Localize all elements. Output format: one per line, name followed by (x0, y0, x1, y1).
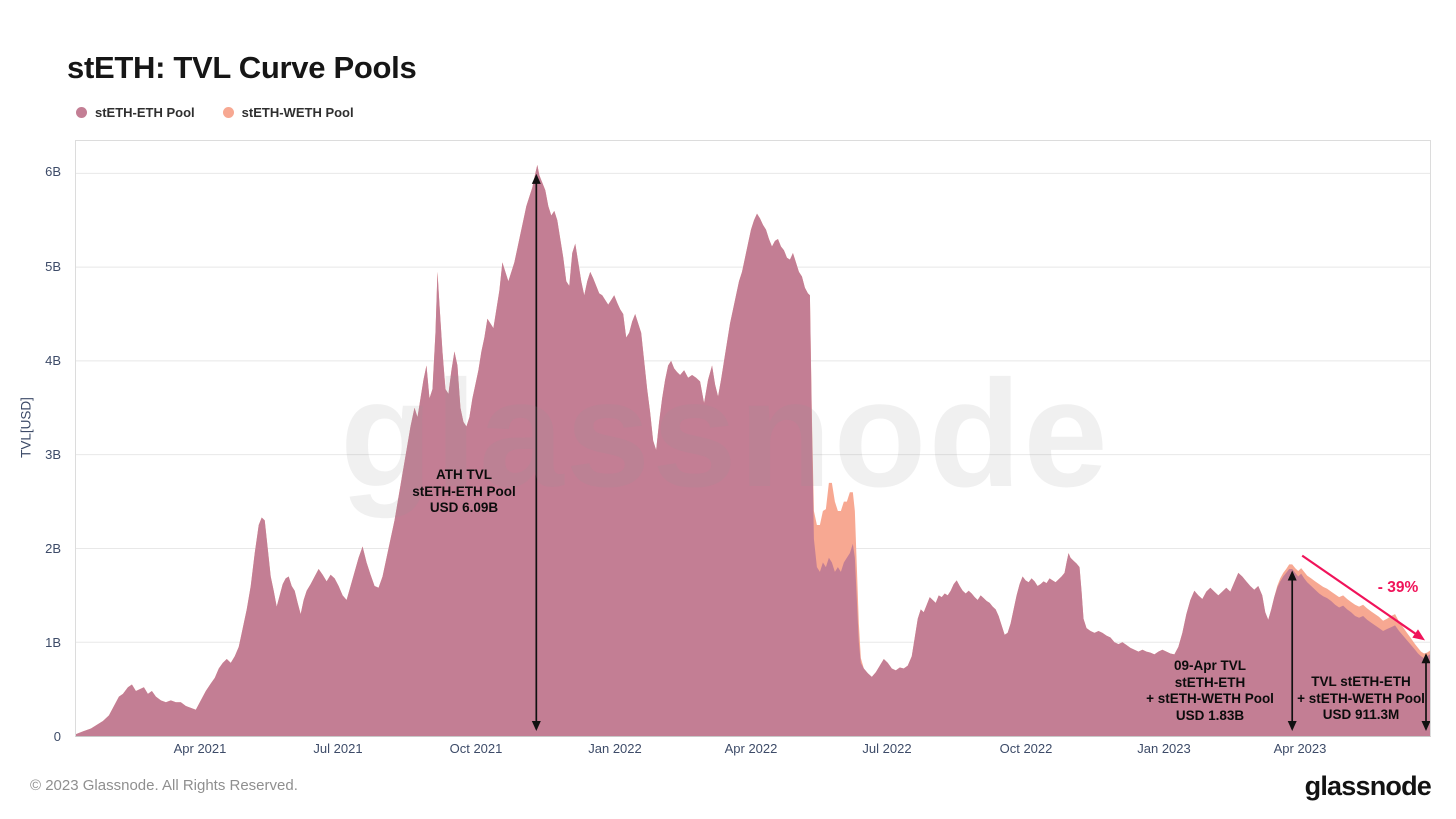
y-tick-label: 6B (45, 164, 61, 180)
annotation-ath-line: stETH-ETH Pool (412, 483, 516, 499)
annotation-ath-line: USD 6.09B (429, 500, 499, 515)
annotation-current-line: USD 911.3M (1322, 707, 1400, 722)
y-axis: 6B 5B 4B 3B 2B 1B 0 (0, 140, 68, 744)
x-tick-label: Jul 2021 (313, 741, 363, 756)
arrowhead (531, 721, 541, 732)
y-tick-label: 3B (45, 446, 61, 462)
annotation-apr09: 09-Apr TVL stETH-ETH + stETH-WETH Pool U… (1146, 658, 1274, 724)
x-tick-label: Jan 2022 (588, 741, 642, 756)
chart-svg (76, 164, 1430, 736)
y-tick-label: 1B (45, 634, 61, 650)
arrowhead (531, 173, 541, 184)
arrowhead (1421, 721, 1430, 732)
annotation-current: TVL stETH-ETH + stETH-WETH Pool USD 911.… (1297, 674, 1425, 724)
legend: stETH-ETH Pool stETH-WETH Pool (76, 105, 354, 120)
chart-plot-area (75, 140, 1431, 737)
arrowhead (1287, 721, 1297, 732)
legend-label: stETH-WETH Pool (241, 105, 354, 120)
y-tick-label: 5B (45, 258, 61, 274)
area-steth-eth-pool (76, 164, 1430, 736)
glassnode-logo: glassnode (1304, 771, 1432, 801)
annotation-current-line: + stETH-WETH Pool (1297, 690, 1425, 706)
y-tick-label: 4B (45, 352, 61, 368)
x-tick-label: Apr 2022 (724, 741, 778, 756)
x-tick-label: Oct 2021 (449, 741, 503, 756)
annotation-apr09-line: 09-Apr TVL (1173, 658, 1246, 673)
legend-item-steth-eth-pool[interactable]: stETH-ETH Pool (76, 105, 195, 120)
legend-item-steth-weth-pool[interactable]: stETH-WETH Pool (222, 105, 354, 120)
annotation-current-line: TVL stETH-ETH (1311, 674, 1411, 689)
annotation-apr09-line: USD 1.83B (1175, 707, 1245, 723)
x-tick-label: Jul 2022 (862, 741, 912, 756)
area-series (76, 164, 1430, 736)
annotation-apr09-line: stETH-ETH (1174, 674, 1246, 690)
decline-arrow (1301, 554, 1421, 638)
y-tick-label: 0 (53, 729, 61, 744)
annotation-arrows (531, 173, 1430, 732)
x-tick-label: Apr 2023 (1273, 741, 1327, 756)
x-axis: Apr 2021 Jul 2021 Oct 2021 Jan 2022 Apr 2022… (75, 741, 1431, 761)
copyright-text: © 2023 Glassnode. All Rights Reserved. (30, 777, 298, 794)
legend-label: stETH-ETH Pool (95, 105, 195, 120)
decline-label: - 39% (1377, 579, 1419, 596)
annotation-ath-line: ATH TVL (436, 467, 492, 482)
arrowhead (1287, 570, 1297, 581)
annotation-ath: ATH TVL stETH-ETH Pool USD 6.09B (412, 467, 516, 517)
x-tick-label: Jan 2023 (1137, 741, 1191, 756)
legend-dot-icon (76, 107, 87, 118)
arrowhead (1421, 653, 1430, 664)
x-tick-label: Oct 2022 (999, 741, 1053, 756)
y-tick-label: 2B (45, 540, 61, 556)
page-title: stETH: TVL Curve Pools (67, 50, 417, 85)
x-tick-label: Apr 2021 (173, 741, 227, 756)
annotation-apr09-line: + stETH-WETH Pool (1146, 691, 1274, 706)
arrowhead (1412, 629, 1426, 641)
legend-dot-icon (222, 107, 234, 118)
